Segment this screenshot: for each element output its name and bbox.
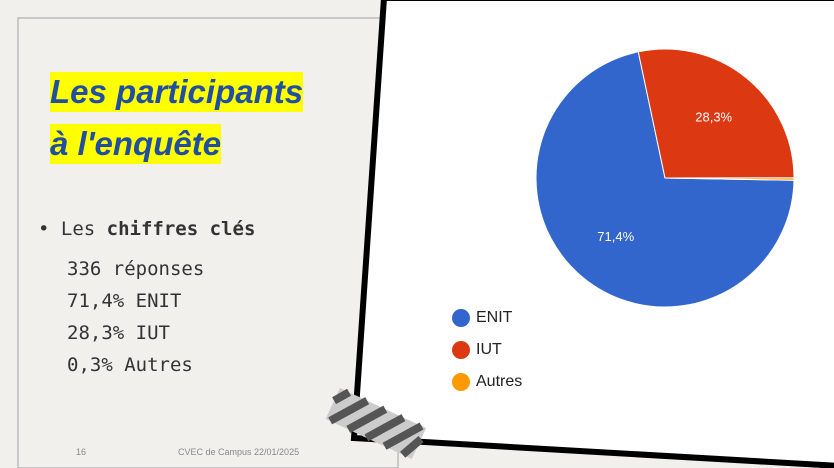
pie-chart: 71,4% ENIT 28,3% IUT Autres bbox=[452, 48, 795, 391]
bullet-bold: chiffres clés bbox=[106, 218, 256, 240]
tape bbox=[325, 388, 427, 459]
legend-label: ENIT bbox=[476, 309, 513, 326]
title-line: Les participants bbox=[50, 72, 304, 112]
title-line: à l'enquête bbox=[50, 124, 222, 164]
line: 0,3% Autres bbox=[67, 354, 193, 376]
pie-slice bbox=[664, 177, 795, 181]
line: 28,3% IUT bbox=[67, 322, 170, 344]
bullet: • Les chiffres clés bbox=[38, 218, 256, 240]
slice-label: 28,3% bbox=[695, 109, 732, 124]
page-number: 16 bbox=[76, 447, 87, 457]
pie-slice bbox=[535, 51, 795, 308]
legend-swatch bbox=[452, 341, 470, 359]
legend-label: IUT bbox=[476, 341, 502, 358]
footer: CVEC de Campus 22/01/2025 bbox=[178, 447, 300, 457]
bullet-text: Les bbox=[60, 218, 96, 240]
legend-swatch bbox=[452, 373, 470, 391]
pie-slice bbox=[637, 48, 795, 179]
legend-label: Autres bbox=[476, 373, 522, 390]
slice-label: 71,4% bbox=[597, 229, 634, 244]
legend-swatch bbox=[452, 309, 470, 327]
line: 336 réponses bbox=[67, 258, 205, 280]
line: 71,4% ENIT bbox=[67, 290, 182, 312]
